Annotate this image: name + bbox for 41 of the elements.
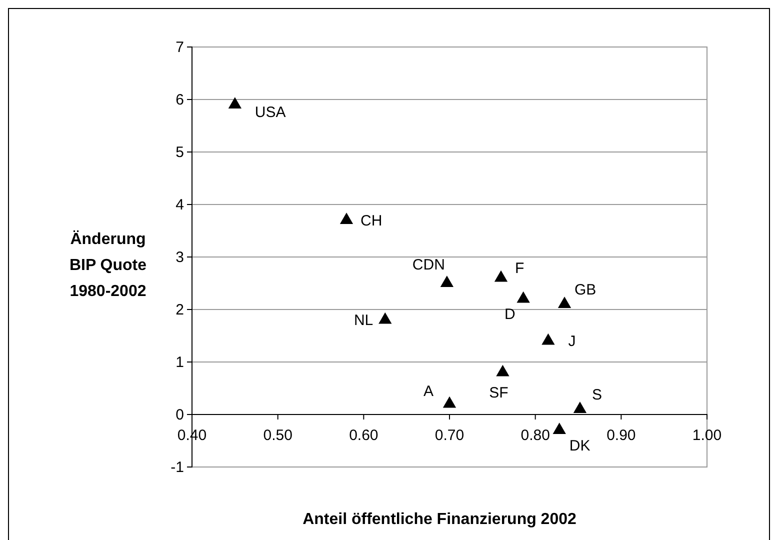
y-tick-label: 5	[176, 144, 184, 161]
point	[516, 291, 530, 303]
annotation: D	[504, 306, 516, 323]
x-tick-label: 0.60	[349, 427, 378, 444]
point	[442, 396, 456, 408]
point	[378, 312, 392, 324]
point	[340, 212, 354, 224]
annotation: SF	[489, 384, 508, 402]
annotation: A	[423, 383, 434, 400]
y-tick-label: 3	[176, 248, 184, 266]
annotation: F	[515, 260, 524, 277]
point	[573, 402, 587, 414]
y-tick-label: 0	[176, 406, 184, 424]
y-axis-title: Änderung BIP Quote 1980-2002	[69, 230, 147, 300]
y-tick-label: 2	[176, 301, 184, 318]
y-tick-label: 1	[176, 354, 184, 371]
annotation: DK	[569, 437, 590, 454]
x-tick-label: 0.70	[434, 427, 464, 444]
y-tick-label: -1	[170, 458, 184, 476]
x-tick-label: 0.50	[263, 427, 292, 444]
x-tick-label: 0.90	[606, 427, 636, 444]
annotation: GB	[574, 281, 596, 298]
annotation: NL	[354, 312, 374, 329]
point	[440, 276, 454, 288]
y-tick-label: 4	[176, 196, 184, 214]
x-tick-label: 0.80	[520, 427, 550, 444]
x-tick-label: 1.00	[692, 427, 722, 444]
x-axis-title: Anteil öffentliche Finanzierung 2002	[302, 511, 577, 528]
annotation: USA	[254, 104, 286, 121]
annotation: J	[568, 333, 576, 350]
point	[494, 270, 508, 282]
point	[542, 333, 555, 345]
point	[552, 422, 566, 434]
annotation: CH	[360, 212, 382, 230]
y-tick-label: 6	[176, 91, 184, 108]
annotation: CDN	[412, 256, 445, 274]
annotation: S	[592, 386, 602, 404]
y-tick-label: 7	[176, 38, 184, 56]
point	[496, 364, 510, 376]
point	[228, 97, 242, 109]
point	[558, 296, 572, 308]
